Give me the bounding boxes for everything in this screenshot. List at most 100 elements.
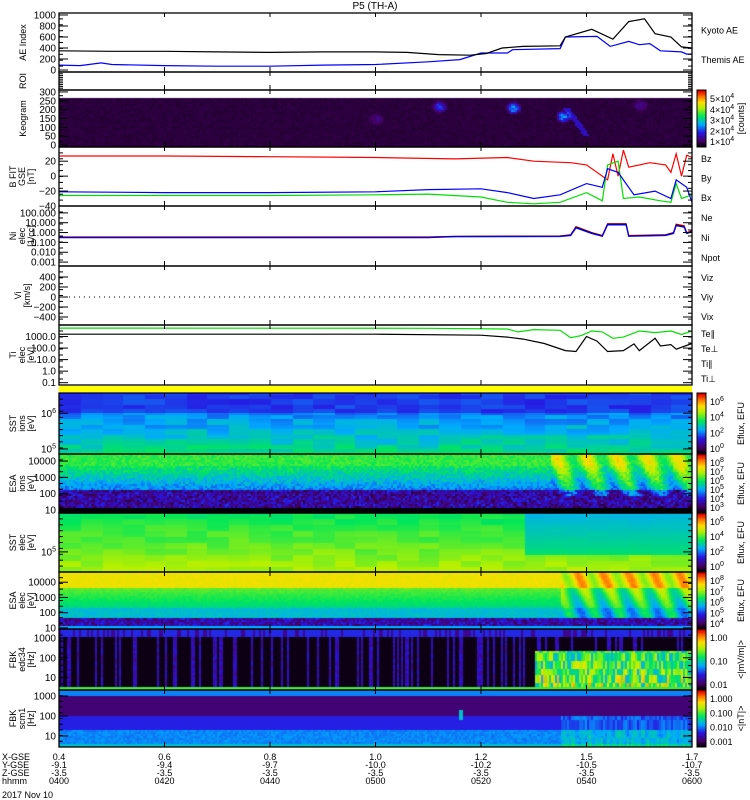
- colorbar-segment: [697, 718, 706, 721]
- colorbar: 100 102 104 106 Eflux, EFU: [696, 392, 746, 455]
- y-tick-label: 600: [39, 32, 56, 43]
- panel-frame: [58, 205, 693, 267]
- colorbar-segment: [697, 624, 706, 627]
- colorbar-title: Eflux, EFU: [736, 402, 746, 445]
- colorbar-segment: [697, 607, 706, 610]
- y-tick-label: 400: [39, 44, 56, 55]
- y-axis-label: [eV]: [26, 475, 36, 491]
- panel-frame: [58, 392, 693, 455]
- colorbar-segment: [697, 573, 706, 576]
- y-axis-label: [eV]: [26, 347, 36, 363]
- colorbar-segment: [697, 699, 706, 702]
- colorbar-segment: [697, 471, 706, 474]
- colorbar-segment: [697, 572, 706, 574]
- colorbar-segment: [697, 415, 706, 418]
- y-axis-label: Ni: [8, 232, 18, 241]
- colorbar-segment: [697, 454, 706, 456]
- y-tick-label: 1000: [34, 593, 57, 604]
- panel-esa_e: 10 100 1000 10000 ESA elec [eV]: [8, 571, 693, 634]
- colorbar-segment: [697, 545, 706, 548]
- colorbar-segment: [697, 142, 706, 145]
- colorbar-segment: [697, 541, 706, 543]
- colorbar-tick-label: 106: [710, 396, 724, 407]
- colorbar-segment: [697, 105, 706, 108]
- colorbar-segment: [697, 508, 706, 511]
- colorbar-segment: [697, 549, 706, 552]
- colorbar-segment: [697, 449, 706, 452]
- colorbar-segment: [697, 121, 706, 124]
- colorbar-segment: [697, 644, 706, 647]
- colorbar-segment: [697, 670, 706, 673]
- colorbar-segment: [697, 661, 706, 664]
- y-tick-label: 1000: [34, 692, 57, 703]
- legend-ti: Ti⊥: [701, 374, 716, 384]
- colorbar-tick-label: 102: [710, 427, 724, 438]
- colorbar-tick-label: 108: [710, 575, 724, 586]
- y-tick-label: 105: [41, 443, 56, 455]
- colorbar-segment: [697, 715, 706, 718]
- colorbar-segment: [697, 468, 706, 471]
- colorbar-segment: [697, 641, 706, 644]
- colorbar-segment: [697, 533, 706, 536]
- colorbar-segment: [697, 515, 706, 518]
- colorbar-tick-label: 106: [710, 597, 724, 608]
- colorbar-segment: [697, 532, 706, 535]
- colorbar-title: [counts]: [736, 103, 746, 135]
- series-ti: [58, 327, 693, 339]
- colorbar-segment: [697, 691, 706, 694]
- y-tick-label: 0.1: [42, 378, 56, 389]
- colorbar-segment: [697, 429, 706, 432]
- legend-bx: Bx: [701, 193, 712, 203]
- colorbar-segment: [697, 587, 706, 590]
- colorbar-segment: [697, 408, 706, 411]
- y-axis-label: SST: [8, 414, 18, 432]
- colorbar-segment: [697, 132, 706, 135]
- colorbar-segment: [697, 686, 706, 689]
- y-tick-label: 200: [39, 55, 56, 66]
- colorbar-segment: [697, 477, 706, 480]
- colorbar-segment: [697, 459, 706, 462]
- colorbar-segment: [697, 495, 706, 498]
- colorbar-segment: [697, 552, 706, 555]
- colorbar-segment: [697, 558, 706, 561]
- colorbar-segment: [697, 92, 706, 95]
- colorbar-tick-label: 0.10: [710, 657, 728, 667]
- colorbar-tick-label: 106: [710, 516, 724, 527]
- axis-row-value: 0.6: [158, 752, 171, 762]
- panel-sst_e: 105 SST elec [eV]: [8, 512, 693, 573]
- colorbar-segment: [697, 496, 706, 499]
- colorbar-segment: [697, 104, 706, 107]
- colorbar-segment: [697, 741, 706, 744]
- axis-row-value: 0540: [576, 776, 596, 786]
- axis-row-value: 0.4: [53, 752, 66, 762]
- colorbar-segment: [697, 455, 706, 458]
- colorbar-segment: [697, 650, 706, 653]
- colorbar-segment: [697, 742, 706, 745]
- y-axis-label: ESA: [8, 474, 18, 492]
- axis-row-value: -3.5: [157, 768, 173, 778]
- colorbar-segment: [697, 744, 706, 747]
- axis-row-label: Z-GSE: [2, 768, 30, 778]
- colorbar-segment: [697, 680, 706, 683]
- y-tick-label: 0.001: [31, 258, 56, 269]
- axis-row-value: -10.2: [471, 760, 492, 770]
- y-tick-label: 10: [45, 673, 57, 684]
- colorbar-segment: [697, 421, 706, 424]
- colorbar-segment: [697, 129, 706, 132]
- panel-frame: [58, 89, 693, 148]
- colorbar-segment: [697, 535, 706, 538]
- colorbar-segment: [697, 724, 706, 727]
- colorbar-segment: [697, 473, 706, 476]
- colorbar-segment: [697, 499, 706, 502]
- colorbar-tick-label: 106: [710, 475, 724, 486]
- colorbar-segment: [697, 648, 706, 651]
- colorbar-segment: [697, 554, 706, 557]
- colorbar-tick-label: 107: [710, 466, 724, 477]
- colorbar-segment: [697, 551, 706, 554]
- colorbar-segment: [697, 479, 706, 482]
- colorbar-segment: [697, 438, 706, 441]
- y-tick-label: −40: [39, 202, 56, 213]
- sst_i-spectrogram: [59, 393, 692, 454]
- colorbar-segment: [697, 484, 706, 487]
